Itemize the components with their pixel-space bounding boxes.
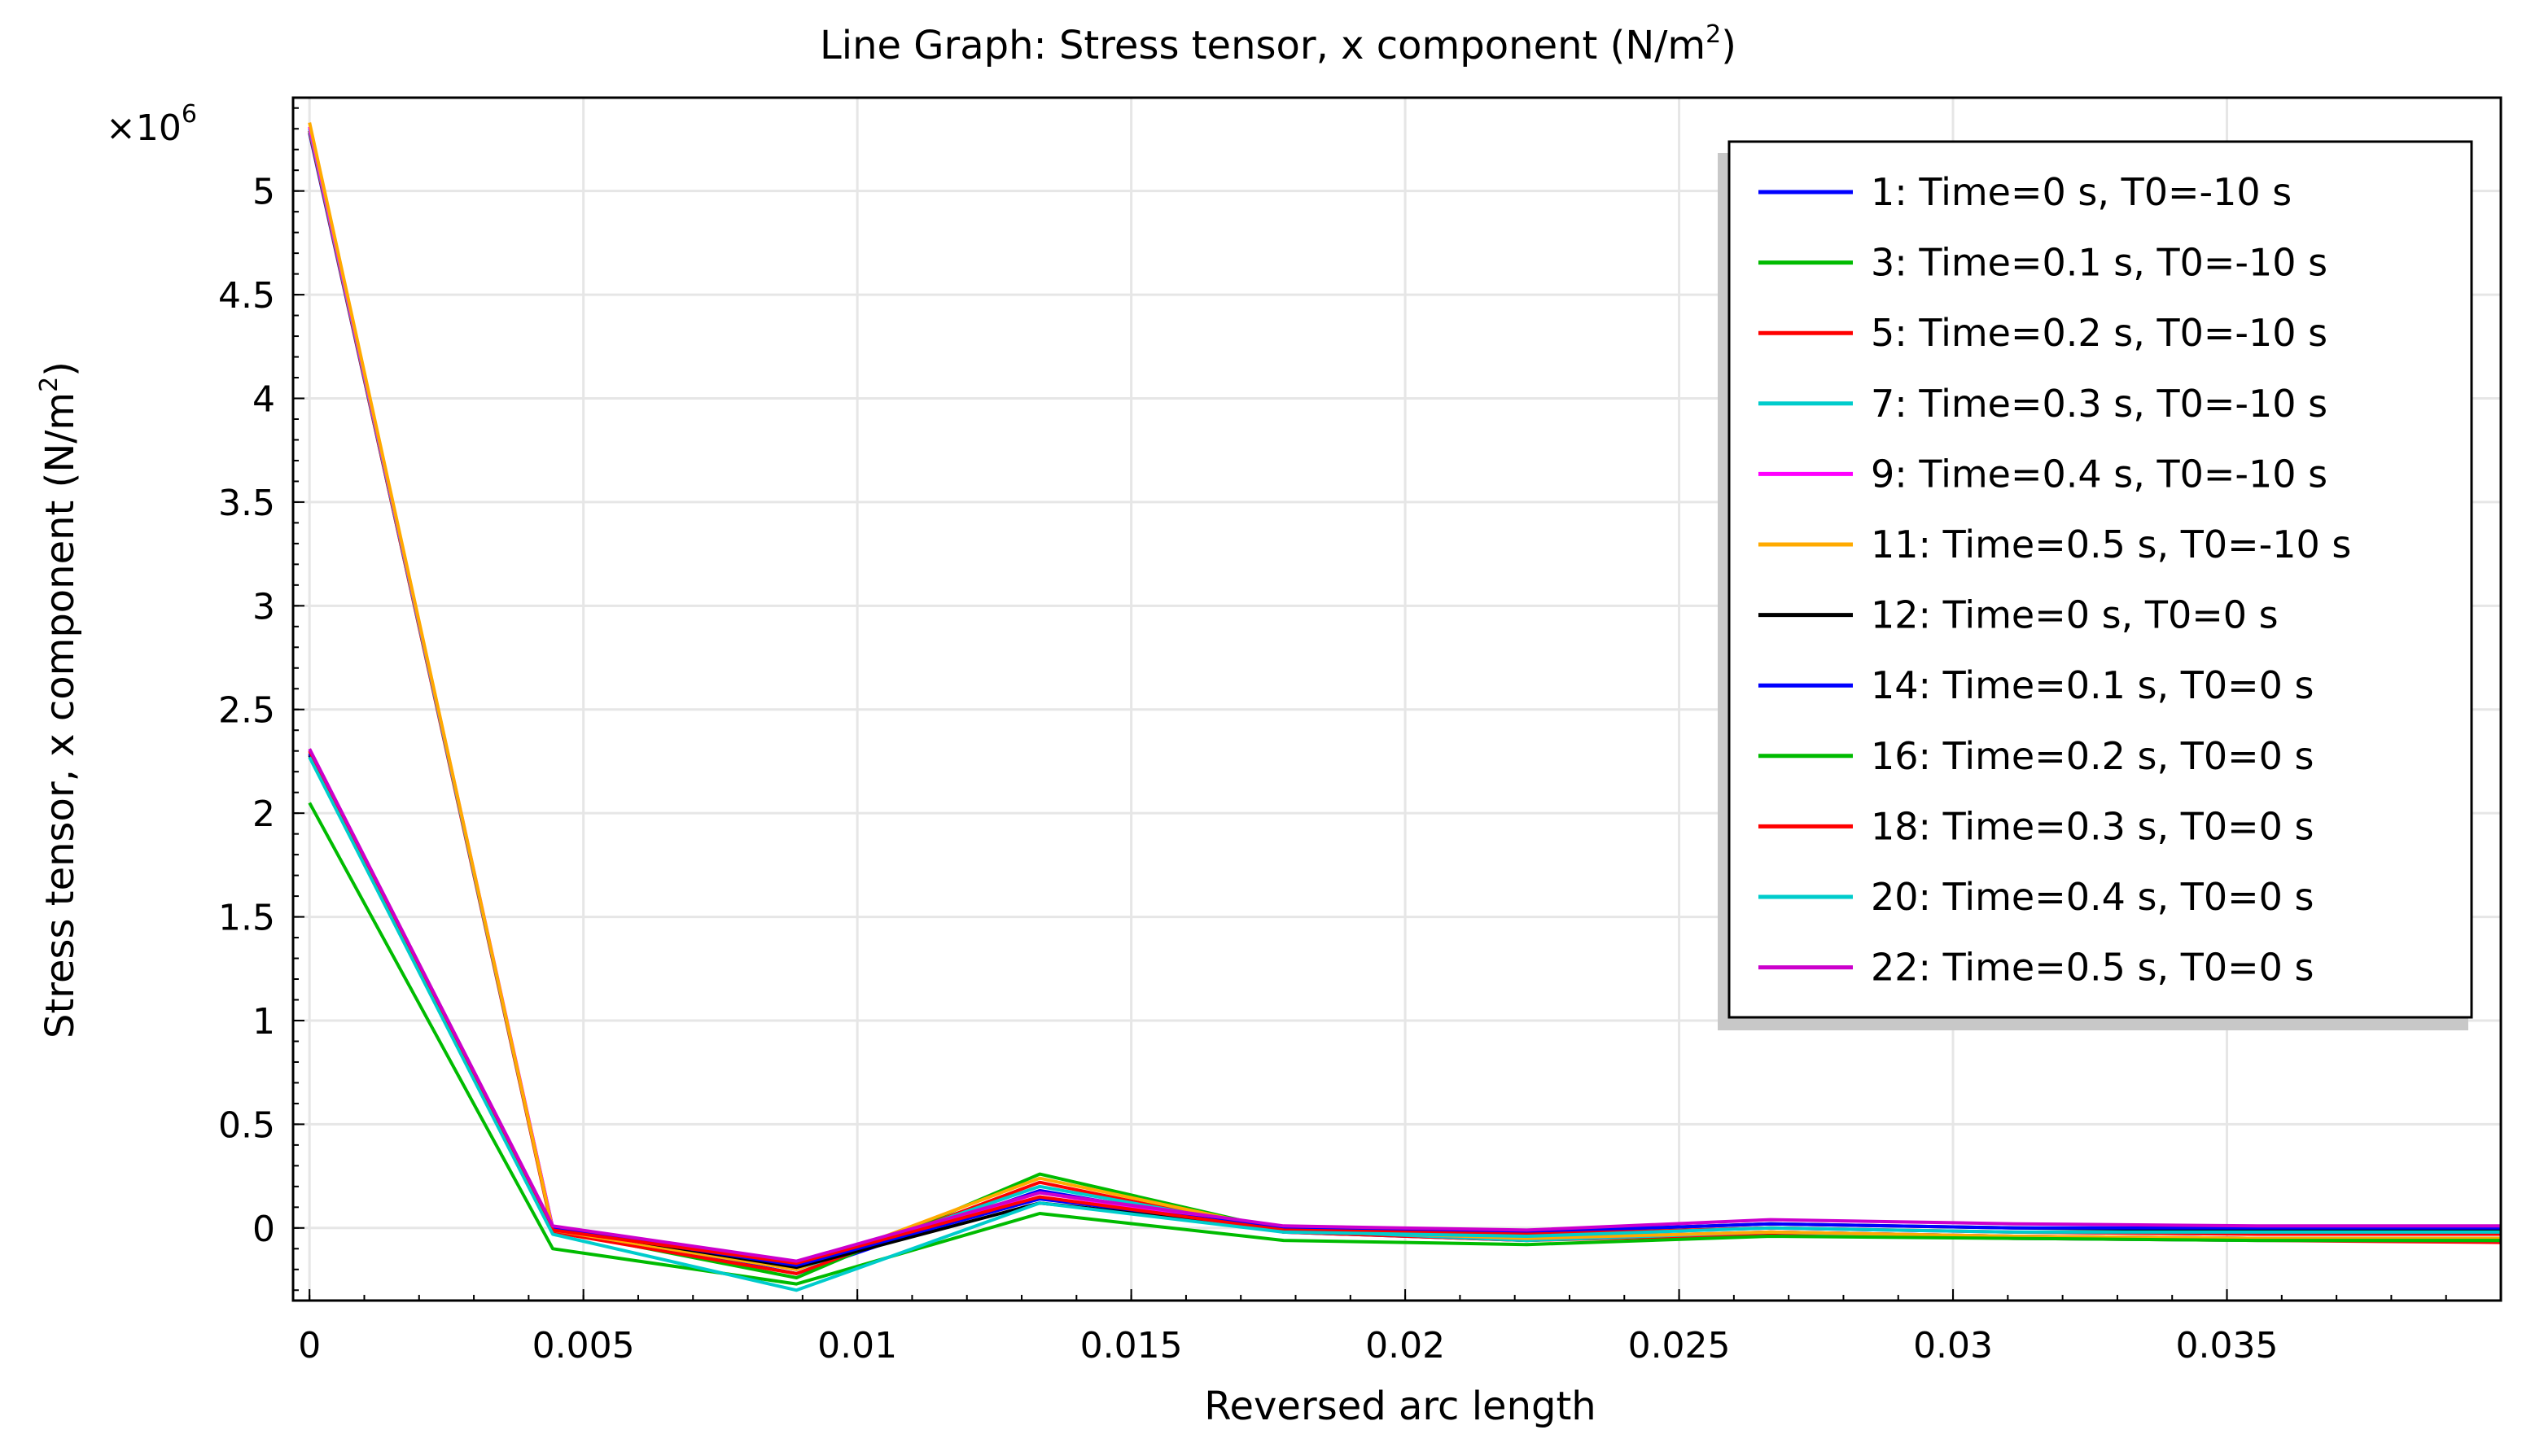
y-axis-label: Stress tensor, x component (N/m2) [35, 361, 83, 1038]
x-tick-label: 0 [298, 1325, 321, 1366]
legend-label: 22: Time=0.5 s, T0=0 s [1871, 946, 2314, 990]
legend-label: 1: Time=0 s, T0=-10 s [1871, 170, 2292, 214]
x-tick-label: 0.005 [532, 1325, 635, 1366]
x-tick-label: 0.02 [1365, 1325, 1445, 1366]
x-tick-label: 0.03 [1913, 1325, 1993, 1366]
y-tick-label: 0.5 [218, 1104, 275, 1146]
x-tick-label: 0.035 [2176, 1325, 2279, 1366]
series-lines [308, 122, 2502, 1292]
legend-label: 14: Time=0.1 s, T0=0 s [1871, 663, 2314, 707]
y-tick-label: 3.5 [218, 483, 275, 524]
legend-label: 20: Time=0.4 s, T0=0 s [1871, 875, 2314, 919]
series-line-11 [308, 756, 2501, 1292]
legend-label: 12: Time=0 s, T0=0 s [1871, 593, 2279, 637]
legend-label: 7: Time=0.3 s, T0=-10 s [1871, 382, 2327, 426]
x-axis-label: Reversed arc length [1204, 1384, 1596, 1429]
y-tick-label: 2.5 [218, 690, 275, 732]
y-tick-label: 4.5 [218, 275, 275, 317]
legend-items: 1: Time=0 s, T0=-10 s 3: Time=0.1 s, T0=-… [1758, 170, 2351, 990]
x-tick-label: 0.025 [1628, 1325, 1731, 1366]
x-tick-label: 0.015 [1080, 1325, 1183, 1366]
legend-label: 16: Time=0.2 s, T0=0 s [1871, 734, 2314, 778]
legend-box [1727, 140, 2473, 1019]
y-multiplier: ×106 [106, 100, 197, 149]
legend: 1: Time=0 s, T0=-10 s 3: Time=0.1 s, T0=-… [1718, 140, 2473, 1030]
y-tick-label: 5 [252, 172, 275, 213]
y-tick-label: 3 [252, 586, 275, 627]
legend-label: 5: Time=0.2 s, T0=-10 s [1871, 311, 2327, 355]
y-tick-label: 0 [252, 1209, 275, 1250]
chart-title: Line Graph: Stress tensor, x component (… [820, 20, 1736, 68]
legend-label: 9: Time=0.4 s, T0=-10 s [1871, 452, 2327, 496]
axis-ticks: 0 0.005 0.01 0.015 0.02 0.025 0.03 0.035 0 0.5 1 1.… [218, 107, 2502, 1366]
y-tick-label: 4 [252, 379, 275, 421]
plot-frame [291, 96, 2502, 1302]
legend-label: 18: Time=0.3 s, T0=0 s [1871, 804, 2314, 848]
legend-label: 3: Time=0.1 s, T0=-10 s [1871, 241, 2327, 285]
legend-label: 11: Time=0.5 s, T0=-10 s [1871, 522, 2351, 566]
y-tick-label: 1 [252, 1001, 275, 1043]
series-line-12 [308, 748, 2501, 1263]
x-tick-label: 0.01 [817, 1325, 897, 1366]
y-tick-label: 1.5 [218, 898, 275, 939]
y-tick-label: 2 [252, 794, 275, 835]
series-line-9 [308, 802, 2501, 1286]
